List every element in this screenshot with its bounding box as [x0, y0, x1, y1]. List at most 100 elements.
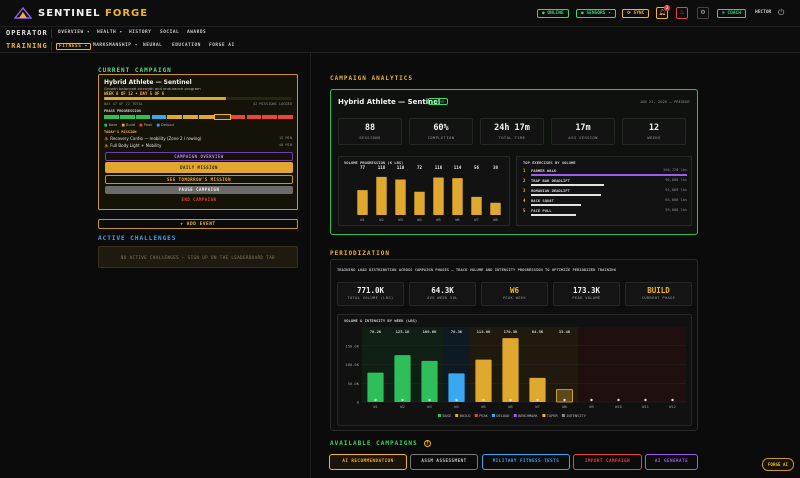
- stat-avg-session: 17m AVG SESSION: [551, 118, 615, 145]
- volume-bar: [490, 202, 501, 215]
- stat-value: 17m: [575, 123, 591, 133]
- stat-value: BUILD: [647, 286, 670, 295]
- campaign-progress-track: [104, 97, 292, 100]
- campaign-analytics-card: Hybrid Athlete — Sentinel ACTIVE JAN 21,…: [330, 89, 698, 235]
- forge-ai-button[interactable]: FORGE AI: [762, 458, 794, 471]
- volume-data-label: 116: [435, 165, 443, 170]
- nav-social[interactable]: SOCIAL: [160, 30, 180, 35]
- nav-overview[interactable]: OVERVIEW ▾: [58, 30, 91, 35]
- pause-campaign-button[interactable]: PAUSE CAMPAIGN: [105, 186, 293, 194]
- end-campaign-button[interactable]: END CAMPAIGN: [181, 197, 217, 202]
- mission-duration: 40 MIN: [279, 143, 292, 147]
- phase-segment: [104, 115, 119, 119]
- phase-segment: [262, 115, 278, 119]
- nav-forge-ai[interactable]: FORGE AI: [209, 43, 235, 48]
- phase-progression-bar: [104, 114, 294, 120]
- nav-divider: [51, 42, 52, 51]
- fire-icon[interactable]: ♨: [676, 7, 688, 19]
- daily-mission-button[interactable]: DAILY MISSION: [105, 162, 293, 173]
- top-exercise-row[interactable]: 4 BACK SQUAT 65,880 lbs: [523, 198, 687, 208]
- import-campaign-button[interactable]: IMPORT CAMPAIGN: [573, 454, 642, 470]
- nav-awards[interactable]: AWARDS: [187, 30, 207, 35]
- x-tick-label: W11: [642, 404, 650, 409]
- intensity-point: [401, 398, 404, 402]
- user-name[interactable]: HECTOR: [755, 10, 772, 15]
- stat-label: CURRENT PHASE: [641, 296, 676, 300]
- current-campaign-card: Hybrid Athlete — Sentinel Growth balance…: [98, 74, 298, 210]
- sensors-button[interactable]: ● SENSORS ▾: [576, 9, 616, 18]
- active-challenges-title: ACTIVE CHALLENGES: [98, 235, 177, 242]
- brand-title: SENTINEL FORGE: [38, 8, 148, 19]
- bar-data-label: 109.6K: [423, 329, 437, 334]
- phase-segment: [213, 114, 231, 120]
- volume-progression-panel: VOLUME PROGRESSION (K LBS) 77 W1 118 W2 110 W…: [338, 156, 510, 226]
- power-icon[interactable]: ⏻: [778, 8, 785, 17]
- volume-tick-label: W7: [474, 217, 479, 222]
- volume-bar: [367, 372, 384, 402]
- bar-data-label: 125.1K: [396, 329, 410, 334]
- volume-intensity-panel: VOLUME & INTENSITY BY WEEK (LBS) 0 50.0K 1…: [337, 314, 692, 426]
- stat-label: SESSIONS: [359, 135, 381, 140]
- nav-education[interactable]: EDUCATION: [172, 43, 201, 48]
- volume-bar: [414, 191, 425, 215]
- volume-tick-label: W8: [493, 217, 498, 222]
- stat-value: W6: [509, 286, 520, 295]
- legend-peak: Peak: [143, 123, 153, 127]
- volume-tick-label: W6: [455, 217, 460, 222]
- see-tomorrow-button[interactable]: SEE TOMORROW'S MISSION: [105, 175, 293, 184]
- volume-tick-label: W4: [417, 217, 422, 222]
- online-status-badge[interactable]: ● ONLINE: [537, 9, 569, 18]
- nav-neural[interactable]: NEURAL: [143, 43, 163, 48]
- nav-history[interactable]: HISTORY: [129, 30, 152, 35]
- campaign-overview-button[interactable]: CAMPAIGN OVERVIEW: [105, 152, 293, 161]
- volume-data-label: 56: [474, 165, 480, 170]
- operator-label: OPERATOR: [6, 29, 48, 37]
- top-exercise-row[interactable]: 2 TRAP BAR DEADLIFT 96,880 lbs: [523, 178, 687, 188]
- mission-item[interactable]: ⛹ Full Body Light + Mobility 40 MIN: [104, 143, 294, 148]
- exercise-volume: 65,880 lbs: [665, 198, 687, 202]
- ai-generate-button[interactable]: AI GENERATE: [645, 454, 698, 470]
- top-exercise-row[interactable]: 5 FACE PULL 59,000 lbs: [523, 208, 687, 218]
- coach-button[interactable]: ⊙ COACH: [717, 9, 746, 18]
- top-exercise-row[interactable]: 1 FARMER WALK 204,720 lbs: [523, 168, 687, 178]
- legend-base: Base: [108, 123, 118, 127]
- top-exercises-title: TOP EXERCISES BY VOLUME: [523, 160, 576, 165]
- exercise-volume: 59,000 lbs: [665, 208, 687, 212]
- volume-bar: [448, 373, 465, 402]
- phase-segment: [151, 115, 167, 119]
- nav-fitness[interactable]: FITNESS ▾: [56, 43, 91, 50]
- legend-swatch: [474, 414, 478, 417]
- assm-assessment-button[interactable]: ASSM ASSESSMENT: [410, 454, 478, 470]
- add-event-button[interactable]: + ADD EVENT: [98, 219, 298, 229]
- volume-bar: [475, 359, 492, 402]
- phase-segment: [199, 115, 214, 119]
- current-campaign-title: CURRENT CAMPAIGN: [98, 67, 172, 74]
- top-exercise-row[interactable]: 3 ROMANIAN DEADLIFT 91,860 lbs: [523, 188, 687, 198]
- volume-bar: [376, 176, 387, 215]
- mission-item[interactable]: ⛹ Recovery Cardio — mobility (Zone 2 / r…: [104, 136, 294, 141]
- nav-health[interactable]: HEALTH ▾: [97, 30, 123, 35]
- settings-gear-icon[interactable]: ⚙: [697, 7, 709, 19]
- legend-build: Build: [126, 123, 136, 127]
- bar-data-label: 33.4K: [559, 329, 571, 334]
- mission-icon: ⛹: [104, 136, 109, 141]
- stat-label: WEEKS: [647, 135, 661, 140]
- exercise-rank: 1: [523, 168, 526, 173]
- ai-recommendation-button[interactable]: AI RECOMMENDATION: [329, 454, 407, 470]
- stat-value: 771.0K: [356, 286, 385, 295]
- stat-value: 64.3K: [431, 286, 454, 295]
- military-fitness-tests-button[interactable]: MILITARY FITNESS TESTS: [482, 454, 570, 470]
- volume-intensity-chart: 0 50.0K 100.0K 150.0K 78.2K W1 125.1K W2 109.6K W…: [345, 327, 686, 418]
- sync-button[interactable]: ⟳ SYNC: [622, 9, 650, 18]
- mission-duration: 15 MIN: [279, 136, 292, 140]
- intensity-point: [644, 398, 647, 402]
- bar-data-label: 78.2K: [370, 329, 382, 334]
- analytics-campaign-name: Hybrid Athlete — Sentinel: [338, 98, 441, 106]
- intensity-point: [617, 398, 620, 402]
- mission-name: Recovery Cardio — mobility (Zone 2 / row…: [110, 136, 202, 141]
- bell-icon[interactable]: 🔔︎: [656, 7, 668, 19]
- stat-label: PEAK VOLUME: [572, 296, 601, 300]
- help-icon[interactable]: ?: [424, 440, 432, 447]
- intensity-point: [536, 398, 539, 402]
- nav-marksmanship[interactable]: MARKSMANSHIP ▾: [93, 43, 138, 48]
